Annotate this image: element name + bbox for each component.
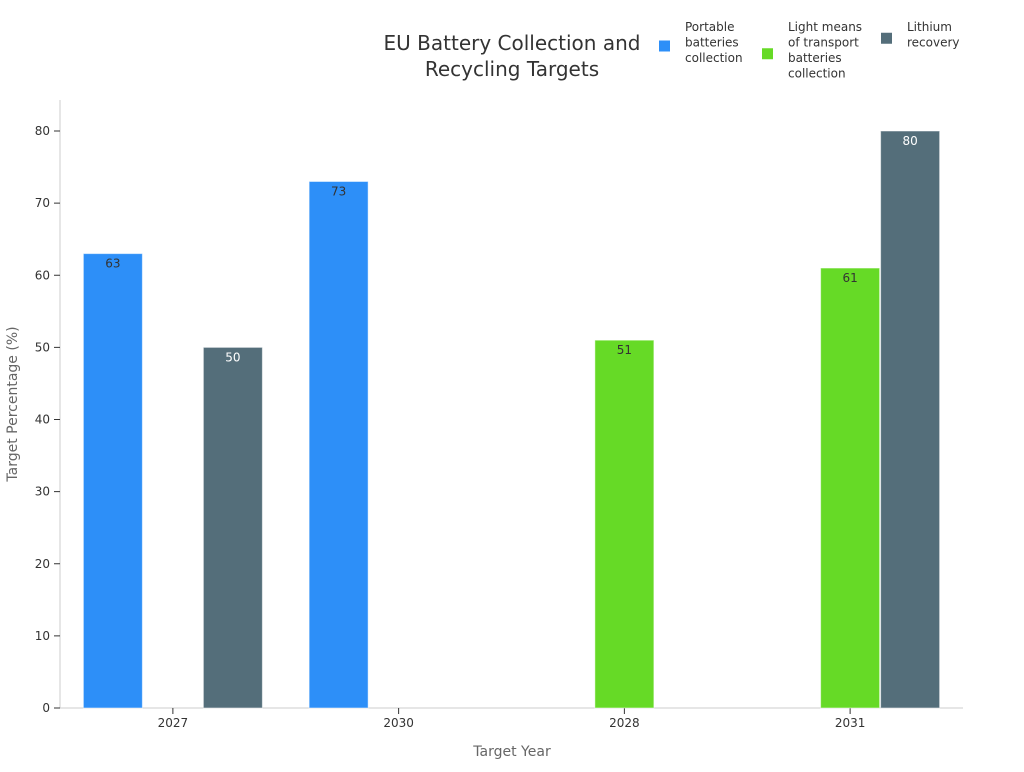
legend-label: collection <box>685 51 743 65</box>
y-tick-label: 50 <box>35 340 50 354</box>
bar-value-label: 80 <box>902 134 917 148</box>
legend-label: Light means <box>788 20 862 34</box>
bar[interactable] <box>308 180 369 709</box>
chart-title-line-2: Recycling Targets <box>425 57 599 81</box>
x-tick-label: 2027 <box>158 716 189 730</box>
y-tick-label: 0 <box>42 701 50 715</box>
x-tick-label: 2031 <box>835 716 866 730</box>
y-tick-label: 30 <box>35 485 50 499</box>
bar-value-label: 61 <box>842 271 857 285</box>
x-tick-label: 2030 <box>383 716 414 730</box>
legend-label: batteries <box>685 36 739 50</box>
legend-swatch <box>659 40 670 52</box>
bar[interactable] <box>594 339 655 709</box>
chart-title-line-1: EU Battery Collection and <box>384 31 641 55</box>
y-tick-label: 70 <box>35 196 50 210</box>
legend-label: Lithium <box>907 20 952 34</box>
y-tick-label: 10 <box>35 629 50 643</box>
bar-value-label: 73 <box>331 184 346 198</box>
bar-value-label: 51 <box>617 343 632 357</box>
legend-label: Portable <box>685 20 734 34</box>
bar[interactable] <box>82 253 143 709</box>
legend-label: collection <box>788 67 846 81</box>
legend-label: batteries <box>788 51 842 65</box>
y-tick-label: 20 <box>35 557 50 571</box>
x-axis-label: Target Year <box>472 744 551 760</box>
y-tick-label: 60 <box>35 268 50 282</box>
legend-label: recovery <box>907 36 960 50</box>
bar[interactable] <box>820 267 881 709</box>
y-tick-label: 40 <box>35 413 50 427</box>
legend-swatch <box>881 32 892 44</box>
bar-value-label: 50 <box>225 350 240 364</box>
bar[interactable] <box>880 130 941 709</box>
x-tick-label: 2028 <box>609 716 640 730</box>
y-tick-label: 80 <box>35 124 50 138</box>
legend-swatch <box>762 48 773 60</box>
y-axis-label: Target Percentage (%) <box>5 326 21 482</box>
bar-value-label: 63 <box>105 257 120 271</box>
legend-label: of transport <box>788 36 859 50</box>
bar[interactable] <box>202 346 263 709</box>
